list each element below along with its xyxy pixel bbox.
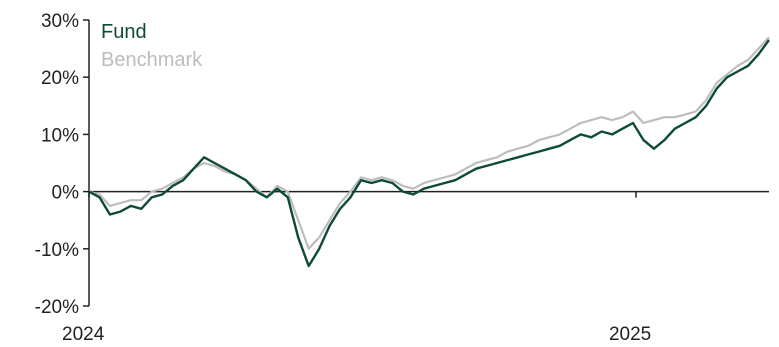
y-tick-label: 20% xyxy=(41,68,79,89)
legend-benchmark: Benchmark xyxy=(101,49,203,71)
legend-fund: Fund xyxy=(101,21,147,43)
y-tick-label: -10% xyxy=(35,240,79,261)
y-tick-label: 30% xyxy=(41,11,79,32)
x-tick-label: 2025 xyxy=(609,324,651,345)
y-tick-label: -20% xyxy=(35,297,79,318)
y-tick-label: 10% xyxy=(41,125,79,146)
x-tick-label: 2024 xyxy=(62,324,105,345)
y-axis: 30% 20% 10% 0% -10% -20% xyxy=(35,11,90,318)
x-axis: 2024 2025 xyxy=(62,191,651,345)
fund-series-line xyxy=(88,39,770,268)
y-tick-label: 0% xyxy=(52,183,80,204)
benchmark-series-line xyxy=(88,36,770,250)
legend: Fund Benchmark xyxy=(101,21,203,71)
